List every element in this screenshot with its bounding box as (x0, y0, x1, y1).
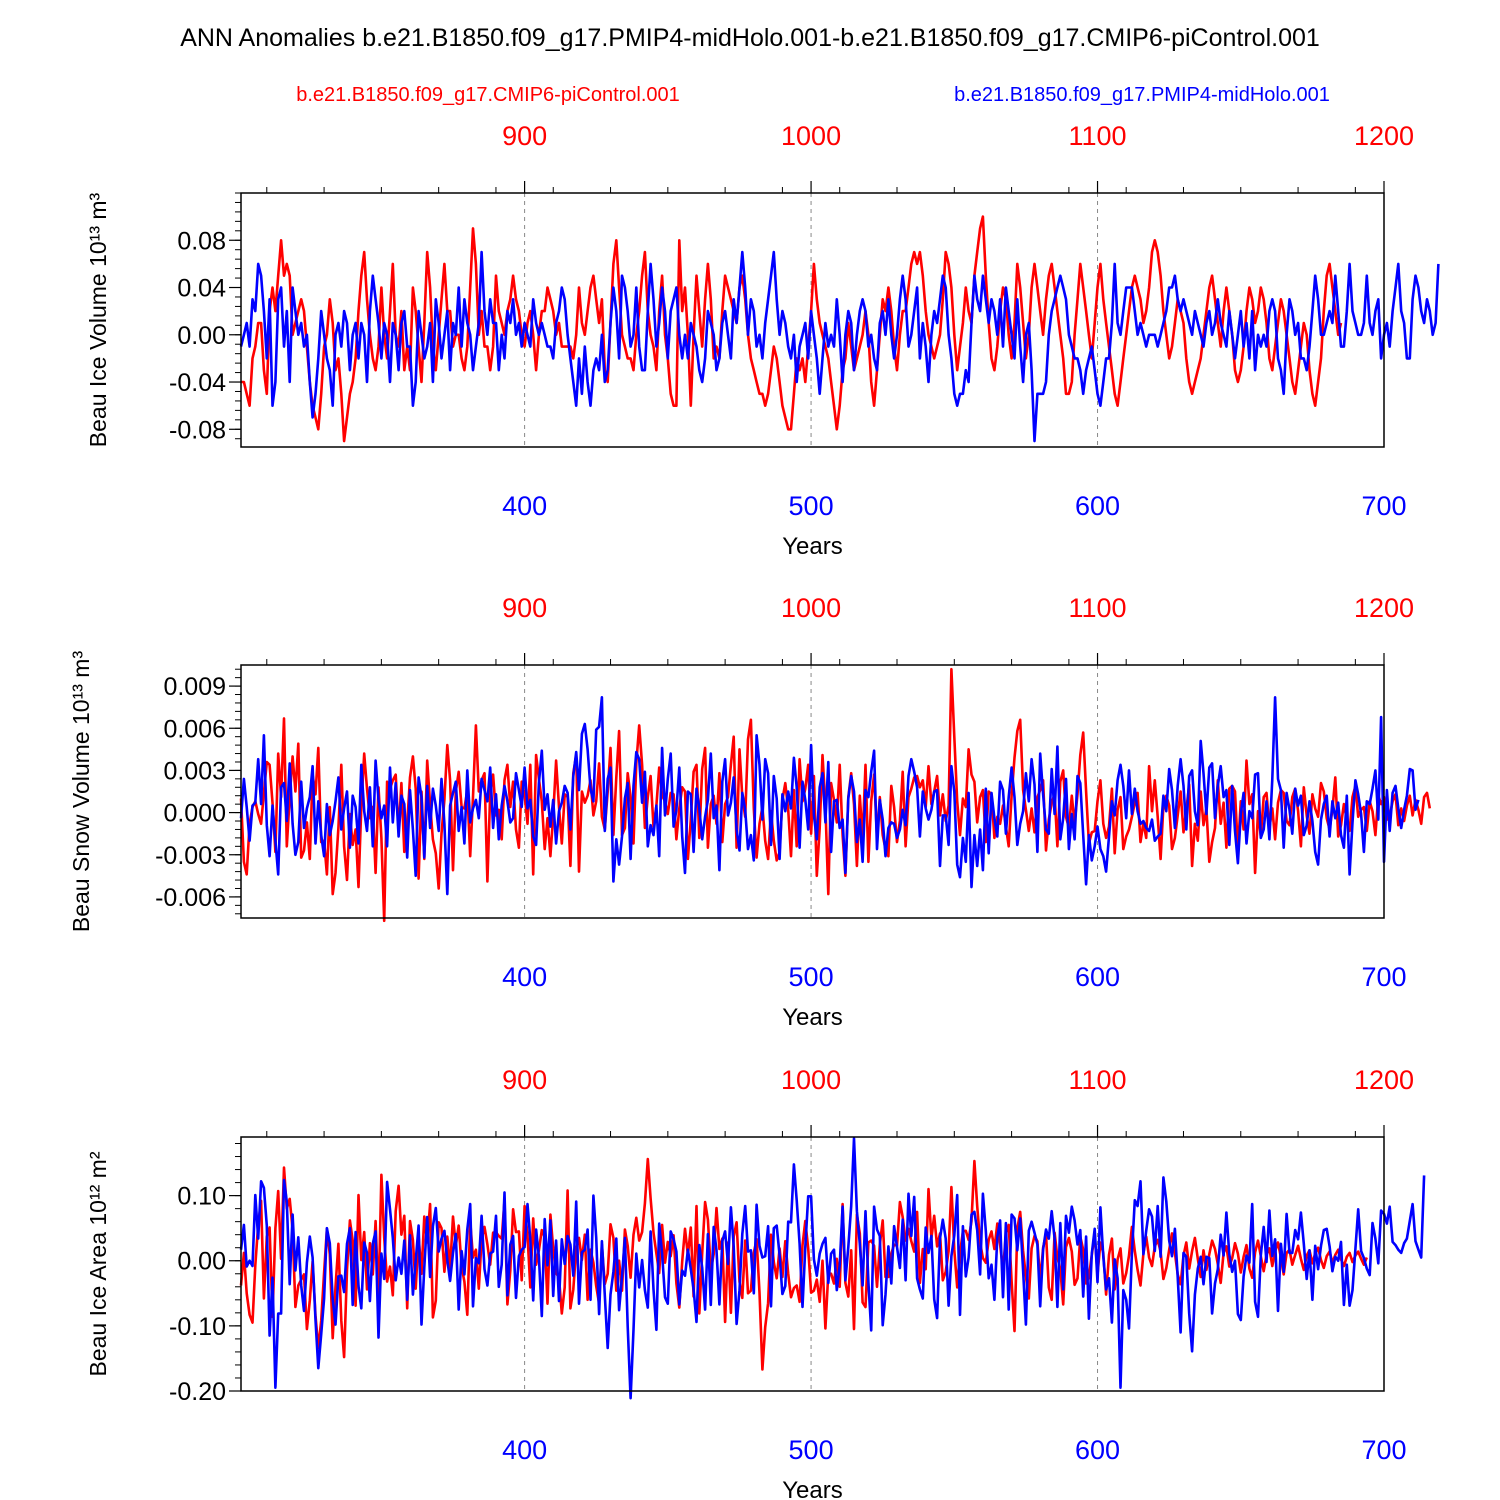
chart-panel-2: -0.006 -0.003 0.000 0.003 0.006 0.009 900 1000 1… (68, 593, 1432, 1031)
top-axis-tick-label: 1000 (781, 593, 841, 623)
top-axis-tick-label: 900 (502, 121, 547, 151)
y-axis-label: Beau Snow Volume 10¹³ m³ (68, 651, 94, 933)
top-axis-tick-label: 1100 (1069, 121, 1127, 151)
top-axis-tick-label: 1000 (781, 121, 841, 151)
y-tick-label: 0.04 (177, 275, 226, 303)
y-tick-label: -0.08 (169, 416, 226, 444)
bottom-axis-tick-label: 600 (1075, 491, 1120, 521)
chart-panels: -0.08 -0.04 0.00 0.04 0.08 900 1000 1100 1200 400… (68, 121, 1440, 1500)
bottom-axis-tick-label: 500 (789, 962, 834, 992)
y-tick-label: -0.10 (169, 1313, 226, 1341)
y-tick-label: -0.003 (155, 842, 226, 870)
plot-frame (240, 192, 1385, 448)
y-tick-label: 0.08 (177, 227, 226, 255)
x-axis-label: Years (782, 533, 843, 560)
y-tick-label: -0.20 (169, 1378, 226, 1406)
control-series-line (241, 215, 1343, 443)
y-tick-label: 0.00 (177, 322, 226, 350)
top-axis-tick-label: 1200 (1354, 121, 1414, 151)
bottom-axis-tick-label: 700 (1361, 491, 1406, 521)
y-tick-label: 0.006 (163, 715, 226, 743)
legend-midholo-label: b.e21.B1850.f09_g17.PMIP4-midHolo.001 (954, 84, 1330, 106)
y-tick-label: 0.003 (163, 757, 226, 785)
bottom-axis-tick-label: 400 (502, 491, 547, 521)
y-axis-label: Beau Ice Volume 10¹³ m³ (85, 192, 111, 447)
bottom-axis-tick-label: 600 (1075, 1435, 1120, 1465)
bottom-axis-tick-label: 700 (1361, 962, 1406, 992)
midholo-series-line (239, 695, 1420, 896)
top-axis-tick-label: 900 (502, 593, 547, 623)
plot-frame (240, 1136, 1385, 1392)
top-axis-tick-label: 1100 (1069, 593, 1127, 623)
y-tick-label: 0.10 (177, 1183, 226, 1211)
x-axis-label: Years (782, 1004, 843, 1031)
y-tick-label: 0.00 (177, 1248, 226, 1276)
y-tick-label: -0.006 (155, 884, 226, 912)
x-axis-label: Years (782, 1477, 843, 1500)
bottom-axis-tick-label: 500 (789, 491, 834, 521)
bottom-axis-tick-label: 500 (789, 1435, 834, 1465)
top-axis-tick-label: 1100 (1069, 1065, 1127, 1095)
top-axis-tick-label: 1200 (1354, 593, 1414, 623)
y-tick-label: -0.04 (169, 369, 226, 397)
midholo-series-line (239, 1137, 1426, 1400)
bottom-axis-tick-label: 400 (502, 1435, 547, 1465)
top-axis-tick-label: 900 (502, 1065, 547, 1095)
top-axis-tick-label: 1200 (1354, 1065, 1414, 1095)
top-axis-tick-label: 1000 (781, 1065, 841, 1095)
legend-control-label: b.e21.B1850.f09_g17.CMIP6-piControl.001 (296, 84, 680, 106)
midholo-series-line (239, 250, 1440, 443)
bottom-axis-tick-label: 600 (1075, 962, 1120, 992)
y-tick-label: 0.000 (163, 800, 226, 828)
figure-title: ANN Anomalies b.e21.B1850.f09_g17.PMIP4-… (180, 24, 1320, 52)
y-axis-label: Beau Ice Area 10¹² m² (85, 1151, 111, 1376)
plot-frame (240, 664, 1385, 919)
chart-panel-3: -0.20 -0.10 0.00 0.10 900 1000 1100 1200 400 500 6… (85, 1065, 1426, 1500)
bottom-axis-tick-label: 400 (502, 962, 547, 992)
bottom-axis-tick-label: 700 (1361, 1435, 1406, 1465)
y-tick-label: 0.009 (163, 673, 226, 701)
chart-panel-1: -0.08 -0.04 0.00 0.04 0.08 900 1000 1100 1200 400… (85, 121, 1440, 560)
